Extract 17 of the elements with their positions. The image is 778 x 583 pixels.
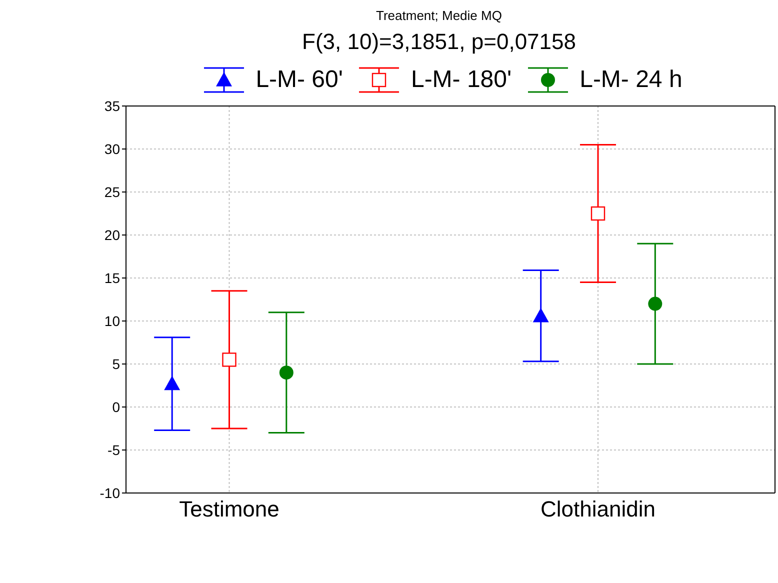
y-tick-label: 25 (104, 184, 120, 200)
x-tick-label: Clothianidin (540, 496, 656, 522)
legend-label: L-M- 24 h (580, 66, 682, 94)
legend-label: L-M- 180' (410, 66, 512, 94)
chart-title: Treatment; Medie MQ (375, 8, 503, 23)
y-tick-label: 5 (112, 356, 120, 372)
y-tick-label: 20 (104, 226, 120, 243)
y-tick-label: 35 (104, 98, 120, 114)
y-tick-label: 10 (104, 312, 120, 329)
y-tick-label: 0 (112, 398, 120, 415)
chart-subtitle: F(3, 10)=3,1851, p=0,07158 (301, 29, 577, 55)
x-tick-label: Testimone (179, 496, 280, 522)
y-tick-label: -5 (108, 442, 120, 458)
y-tick-label: 30 (104, 140, 120, 157)
legend-label: L-M- 60' (256, 66, 343, 94)
y-tick-label: 15 (104, 270, 120, 286)
y-tick-label: -10 (100, 484, 120, 501)
